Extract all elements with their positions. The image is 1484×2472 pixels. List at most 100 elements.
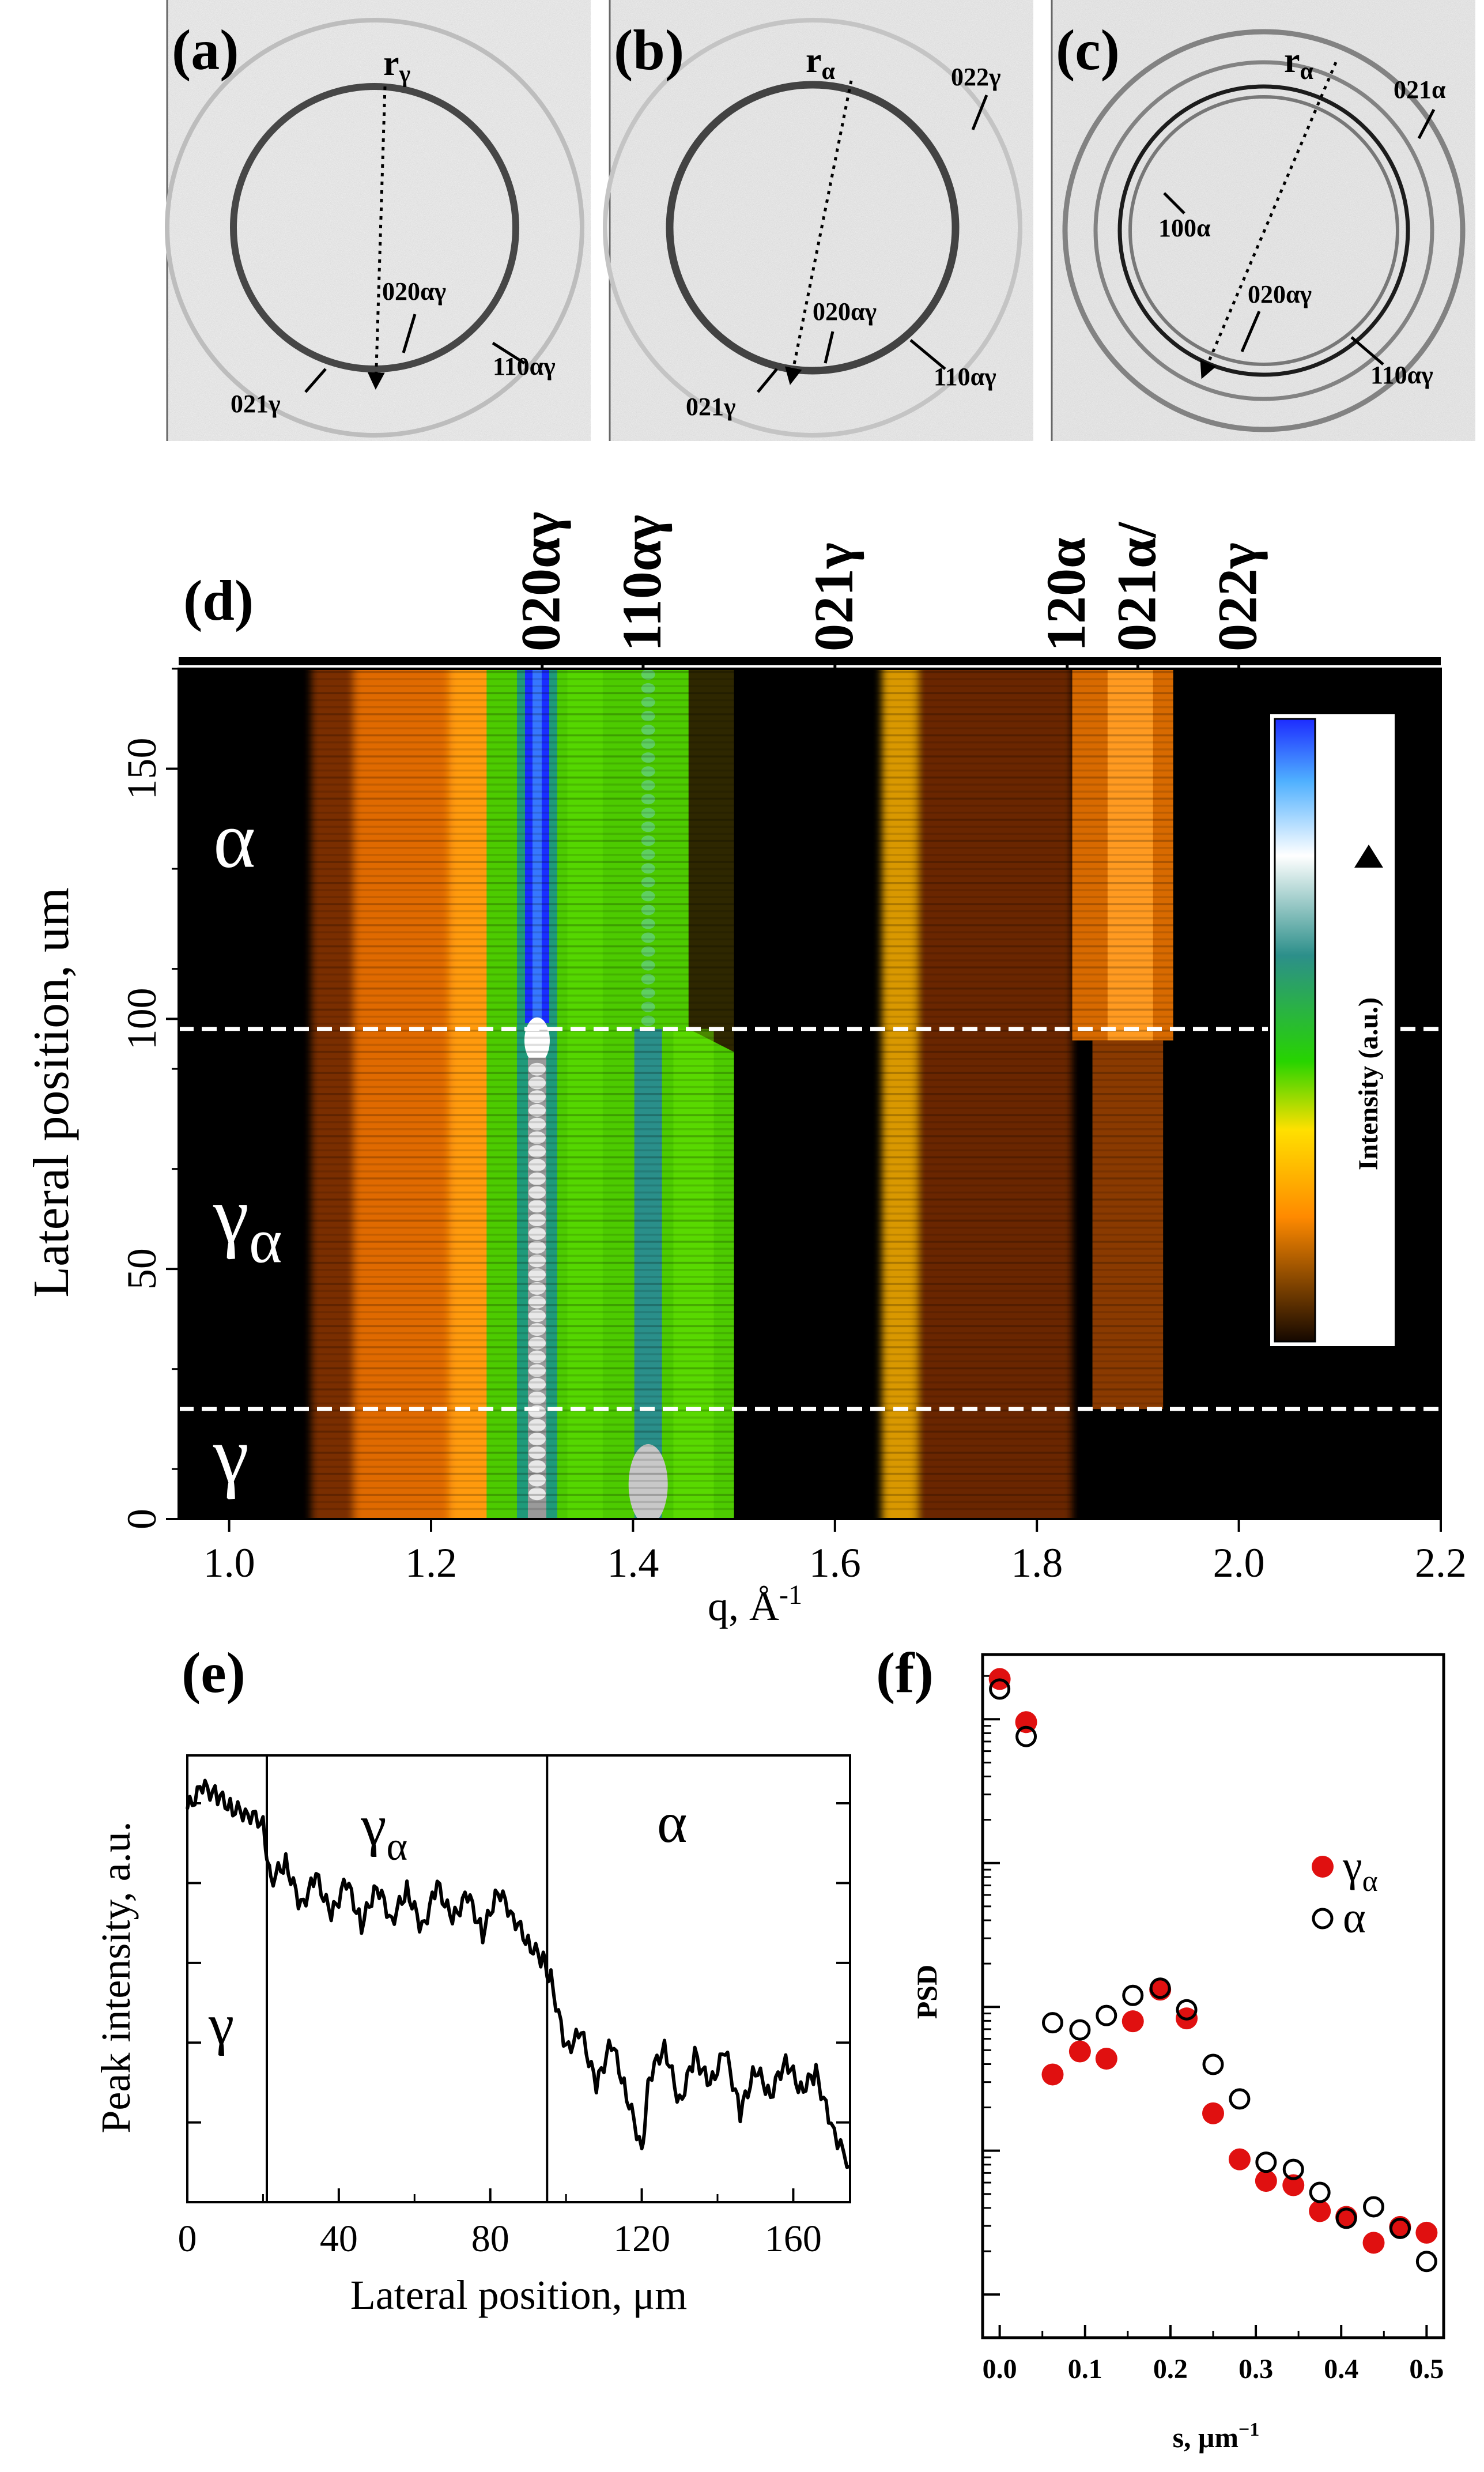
x-tick-label: 0.3 [1238, 2354, 1273, 2384]
striation [179, 1205, 1441, 1208]
110-peak-bead [641, 974, 655, 985]
striation [179, 973, 1441, 976]
colorbar-gradient [1274, 718, 1316, 1343]
central-peak-bead [528, 1186, 546, 1199]
striation [179, 1254, 1441, 1257]
panel-c-pointer-100a [1163, 192, 1185, 214]
heatmap-ticks: 1.0 1.2 1.4 1.6 1.8 2.0 2.2 0 50 100 150 [119, 668, 1467, 1586]
110-peak-bead [641, 766, 655, 777]
panel-c-label-100a: 100α [1158, 214, 1211, 242]
central-peak-bead [528, 1254, 546, 1268]
110-peak-teal [634, 1028, 662, 1519]
y-tick-label: 50 [119, 1248, 165, 1290]
striation [179, 1360, 1441, 1363]
striation [179, 762, 1441, 765]
striation [179, 706, 1441, 709]
panel-b-r: rα [806, 41, 836, 85]
region-label: γα [360, 1793, 407, 1869]
marker-alpha [1015, 1725, 1037, 1747]
central-peak-bead [528, 1391, 546, 1404]
striation [179, 868, 1441, 871]
striation [179, 1346, 1441, 1348]
striation [179, 1100, 1441, 1102]
striation [179, 1423, 1441, 1426]
striation [179, 685, 1441, 687]
110-peak-bead [641, 1015, 655, 1026]
panel-a-label-020: 020αγ [382, 277, 446, 306]
band-020-peak [516, 669, 557, 1519]
central-peak-bead [528, 1159, 546, 1172]
marker-alpha [1122, 1984, 1144, 2006]
band-110-peak [628, 669, 668, 1519]
phase-boundaries [179, 1027, 1441, 1411]
110-peak-bead [641, 849, 655, 860]
striation [179, 896, 1441, 898]
marker-alpha [1309, 2181, 1331, 2203]
striation [179, 748, 1441, 751]
heatmap-x-label: q, Å-1 [708, 1580, 802, 1629]
110-peak-bead [641, 835, 655, 846]
striation [179, 1465, 1441, 1468]
scatter-y-label: PSD [911, 1965, 943, 2019]
x-tick-label: 40 [320, 2218, 358, 2260]
striation [179, 734, 1441, 737]
striation [179, 1508, 1441, 1510]
marker-alpha [1363, 2196, 1385, 2218]
striation [179, 804, 1441, 807]
panel-c-label-020: 020αγ [1248, 280, 1312, 308]
marker-alpha [1176, 1999, 1198, 2021]
110-peak-bead [641, 697, 655, 708]
panel-c-label-110: 110αγ [1370, 361, 1433, 389]
striation [179, 1318, 1441, 1320]
marker-gamma-alpha [1282, 2174, 1305, 2196]
colorbar: Intensity (a.u.) [1268, 712, 1397, 1348]
marker-alpha [989, 1678, 1011, 1700]
striation [179, 1128, 1441, 1131]
striation [179, 1494, 1441, 1496]
striation [179, 1219, 1441, 1222]
panel-d: (d) 020αγ 110αγ 021γ 120α 021α/022γ [24, 512, 1467, 1629]
striation [179, 1199, 1441, 1201]
striation [179, 938, 1441, 941]
panel-b-pointer-022 [971, 95, 988, 130]
striation [179, 797, 1441, 800]
110-peak-bead [641, 1001, 655, 1012]
legend-marker-alpha [1312, 1908, 1334, 1930]
striation [179, 1184, 1441, 1187]
central-peak-bead [528, 1076, 546, 1090]
striation [179, 727, 1441, 730]
striation [179, 1472, 1441, 1475]
110-peak-bright [628, 1444, 668, 1519]
striation [179, 945, 1441, 948]
scatter-legend: γαα [1312, 1842, 1378, 1942]
striation [179, 713, 1441, 715]
central-peak-bead [528, 1090, 546, 1103]
striation [179, 1015, 1441, 1018]
panel-b-letter: (b) [614, 18, 684, 82]
marker-gamma-alpha [1202, 2102, 1224, 2124]
x-tick-label: 0.0 [983, 2354, 1017, 2384]
striation [179, 1374, 1441, 1377]
region-label: α [657, 1791, 687, 1855]
x-tick-label: 0.5 [1409, 2354, 1444, 2384]
scatter-x-label: s, μm−1 [1173, 2419, 1260, 2454]
striation [179, 854, 1441, 856]
striation [179, 1269, 1441, 1271]
striation [179, 1261, 1441, 1264]
striation [179, 994, 1441, 997]
marker-alpha [1229, 2088, 1251, 2110]
marker-gamma-alpha [1095, 2048, 1117, 2070]
110-peak-bead [641, 711, 655, 722]
line-chart-frame [186, 1754, 851, 2203]
striation [179, 692, 1441, 695]
panel-c-outer-ring [1062, 29, 1466, 432]
panel-c-letter: (c) [1056, 18, 1120, 82]
striation [179, 910, 1441, 913]
striation [179, 1437, 1441, 1440]
legend-label-gamma-alpha: γα [1342, 1842, 1378, 1898]
x-tick-label: 1.4 [607, 1540, 659, 1586]
striation [179, 1008, 1441, 1011]
110-peak-bead [641, 863, 655, 874]
marker-gamma-alpha [1415, 2221, 1438, 2244]
